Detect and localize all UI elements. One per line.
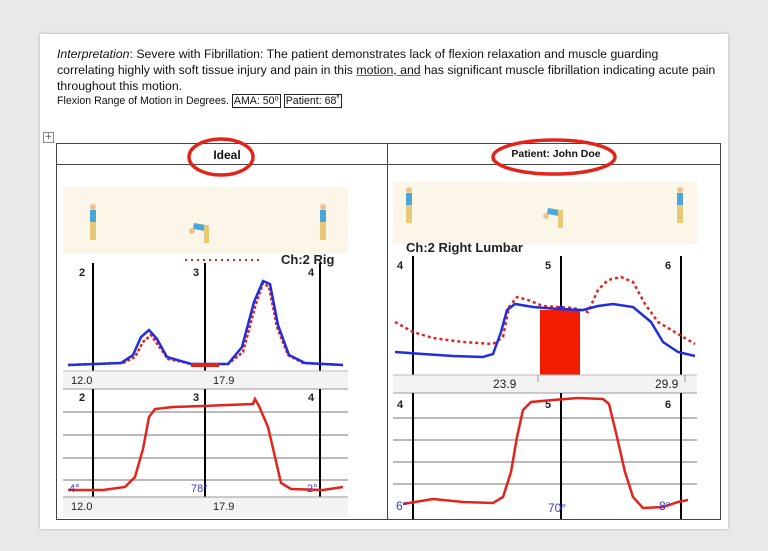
bottom-time-start: 12.0 — [71, 501, 92, 513]
marker-label-3: 3 — [193, 267, 199, 279]
ideal-annotation-circle — [187, 137, 255, 177]
marker-label-4: 4 — [397, 260, 404, 272]
emg-trace — [394, 302, 696, 359]
ideal-header: Ideal — [213, 148, 241, 162]
angle-label-end: 8° — [659, 499, 671, 513]
patient-chart-svg: Ch:2 Right Lumbar 4 5 6 23.9 29.9 — [393, 182, 697, 519]
patient-annotation-circle — [491, 138, 617, 176]
patient-header: Patient: John Doe — [511, 148, 601, 160]
small-red-bar — [191, 363, 219, 367]
time-label-start: 12.0 — [71, 375, 92, 387]
channel-label: Ch:2 Rig — [281, 252, 335, 267]
standing-figure-icon — [90, 204, 96, 240]
interpretation-label: Interpretation — [57, 47, 130, 61]
fibrillation-bar — [540, 310, 580, 375]
marker-label-6-bottom: 6 — [665, 399, 671, 411]
bending-figure-icon — [543, 208, 563, 228]
angle-chart: 4 5 6 6° 70° 8° — [393, 393, 697, 519]
marker-label-2: 2 — [79, 267, 85, 279]
interpretation-separator: : — [129, 47, 137, 61]
angle-label-start: 4° — [69, 483, 80, 495]
move-handle-icon[interactable]: + — [43, 132, 54, 143]
angle-label-start: 6° — [396, 499, 408, 513]
marker-label-5: 5 — [545, 260, 551, 272]
bottom-time-band — [63, 497, 348, 517]
marker-label-2-bottom: 2 — [79, 392, 85, 404]
time-axis-band — [393, 375, 697, 393]
rom-text: Flexion Range of Motion in Degrees. — [57, 95, 229, 107]
emg-trace — [67, 279, 344, 367]
marker-label-3-bottom: 3 — [193, 392, 199, 404]
interpretation-text-2: has significant muscle fibrillation indi… — [57, 63, 716, 93]
patient-rom-box: Patient: 68˚ — [283, 94, 342, 108]
time-label-mid: 17.9 — [213, 375, 234, 387]
angle-trace — [68, 396, 344, 492]
time-axis-band — [63, 371, 348, 389]
angle-chart: 2 3 4 4° 78° 2° 12.0 17.9 — [63, 389, 348, 517]
time-label-end: 29.9 — [655, 377, 679, 391]
marker-label-4-bottom: 4 — [397, 399, 404, 411]
table-header-divider — [57, 164, 720, 165]
ideal-chart-panel: Ch:2 Rig 2 3 4 12.0 17.9 — [63, 187, 348, 517]
interpretation-paragraph: Interpretation: Severe with Fibrillation… — [57, 46, 717, 109]
standing-figure-icon — [406, 187, 412, 223]
standing-figure-icon-right — [320, 204, 326, 240]
angle-trace — [402, 396, 689, 510]
patient-chart-panel: Ch:2 Right Lumbar 4 5 6 23.9 29.9 — [393, 182, 697, 519]
interpretation-text-1: Severe with Fibrillation: The patient de… — [57, 47, 659, 77]
marker-label-5-bottom: 5 — [545, 399, 551, 411]
ama-rom-box: AMA: 50⁰ — [231, 94, 281, 108]
channel-label: Ch:2 Right Lumbar — [406, 240, 523, 255]
bottom-time-mid: 17.9 — [213, 501, 234, 513]
time-label-start: 23.9 — [493, 377, 517, 391]
emg-chart: 4 5 6 23.9 29.9 — [393, 256, 697, 394]
ideal-chart-svg: Ch:2 Rig 2 3 4 12.0 17.9 — [63, 187, 348, 517]
patient-figure-strip — [393, 182, 697, 244]
reference-trace — [394, 275, 696, 346]
comparison-table: Ideal Patient: John Doe — [56, 143, 721, 520]
marker-label-4-bottom: 4 — [308, 392, 315, 404]
table-column-divider — [387, 144, 388, 519]
marker-label-4: 4 — [308, 267, 315, 279]
ideal-figure-strip — [63, 187, 348, 254]
marker-label-6: 6 — [665, 260, 671, 272]
angle-label-mid: 70° — [548, 501, 566, 515]
emg-chart: 2 3 4 12.0 17.9 — [63, 263, 348, 390]
rom-line: Flexion Range of Motion in Degrees. AMA:… — [57, 94, 717, 109]
bending-figure-icon — [189, 223, 209, 243]
spellcheck-underlined-text[interactable]: motion, and — [356, 63, 421, 77]
standing-figure-icon-right — [677, 187, 683, 223]
marker-dot — [558, 305, 564, 311]
angle-label-mid: 78° — [191, 483, 208, 495]
angle-label-end: 2° — [307, 483, 318, 495]
